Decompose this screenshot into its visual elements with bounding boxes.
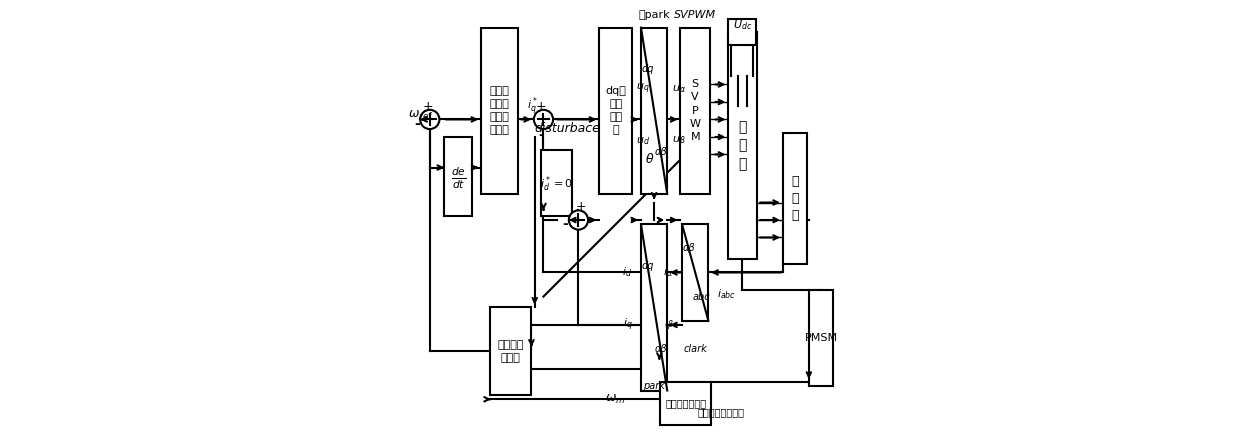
- Bar: [682, 224, 708, 321]
- Bar: [782, 132, 807, 264]
- Text: SVPWM: SVPWM: [675, 10, 717, 19]
- Text: αβ: αβ: [655, 344, 667, 354]
- Text: $u_d$: $u_d$: [636, 136, 650, 147]
- Text: 逆
变
器: 逆 变 器: [738, 120, 746, 171]
- Circle shape: [420, 110, 439, 129]
- Text: +: +: [536, 100, 547, 113]
- Bar: [641, 28, 667, 194]
- Text: disturbace: disturbace: [534, 122, 600, 135]
- Text: $i_\beta$: $i_\beta$: [663, 317, 673, 333]
- Text: 模糊自
适应滑
模速度
控制器: 模糊自 适应滑 模速度 控制器: [490, 86, 510, 136]
- Text: dq轴
内模
控制
器: dq轴 内模 控制 器: [605, 86, 626, 136]
- Text: PMSM: PMSM: [805, 333, 838, 343]
- Text: $i_\alpha$: $i_\alpha$: [663, 266, 673, 279]
- Text: abc: abc: [693, 292, 711, 301]
- Bar: [728, 19, 756, 45]
- Text: dq: dq: [641, 64, 653, 74]
- Text: $u_q$: $u_q$: [636, 82, 650, 96]
- Text: +: +: [423, 100, 433, 113]
- Text: $u_\beta$: $u_\beta$: [672, 134, 686, 149]
- Text: park: park: [644, 381, 665, 391]
- Text: αβ: αβ: [682, 243, 694, 253]
- Text: αβ: αβ: [655, 147, 667, 157]
- Text: 扩展状态
观测器: 扩展状态 观测器: [497, 340, 525, 363]
- Text: $\theta$: $\theta$: [645, 152, 655, 166]
- Bar: [444, 137, 472, 216]
- Bar: [641, 224, 667, 391]
- Text: 反park: 反park: [639, 10, 670, 19]
- Text: $U_{dc}$: $U_{dc}$: [733, 18, 751, 32]
- Bar: [542, 150, 572, 216]
- Bar: [481, 28, 518, 194]
- Bar: [728, 32, 756, 259]
- Text: 传
感
器: 传 感 器: [791, 175, 799, 222]
- Bar: [681, 28, 711, 194]
- Bar: [490, 308, 532, 395]
- Text: $i_d^*=0$: $i_d^*=0$: [541, 174, 573, 194]
- Text: $\frac{de}{dt}$: $\frac{de}{dt}$: [450, 166, 466, 191]
- Text: $\omega_{ref}$: $\omega_{ref}$: [408, 109, 434, 121]
- Text: -: -: [563, 217, 568, 231]
- Bar: [808, 290, 833, 386]
- Text: S
V
P
W
M: S V P W M: [689, 79, 701, 142]
- Text: -: -: [538, 128, 544, 142]
- Text: -: -: [414, 117, 419, 131]
- Text: $i_{abc}$: $i_{abc}$: [717, 287, 737, 301]
- Text: clark: clark: [683, 344, 707, 354]
- Text: $\omega_m$: $\omega_m$: [605, 393, 626, 406]
- Text: $i_d$: $i_d$: [622, 266, 632, 279]
- Text: $i_q$: $i_q$: [622, 317, 632, 333]
- Circle shape: [534, 110, 553, 129]
- Bar: [599, 28, 632, 194]
- Text: $u_\alpha$: $u_\alpha$: [672, 83, 687, 95]
- Text: 位置和速度传感器: 位置和速度传感器: [697, 407, 744, 418]
- Bar: [661, 382, 711, 425]
- Text: +: +: [575, 200, 587, 213]
- Text: 求取位置和速度: 求取位置和速度: [665, 399, 706, 409]
- Text: $i_q^*$: $i_q^*$: [527, 96, 538, 118]
- Circle shape: [569, 210, 588, 230]
- Text: dq: dq: [641, 261, 653, 271]
